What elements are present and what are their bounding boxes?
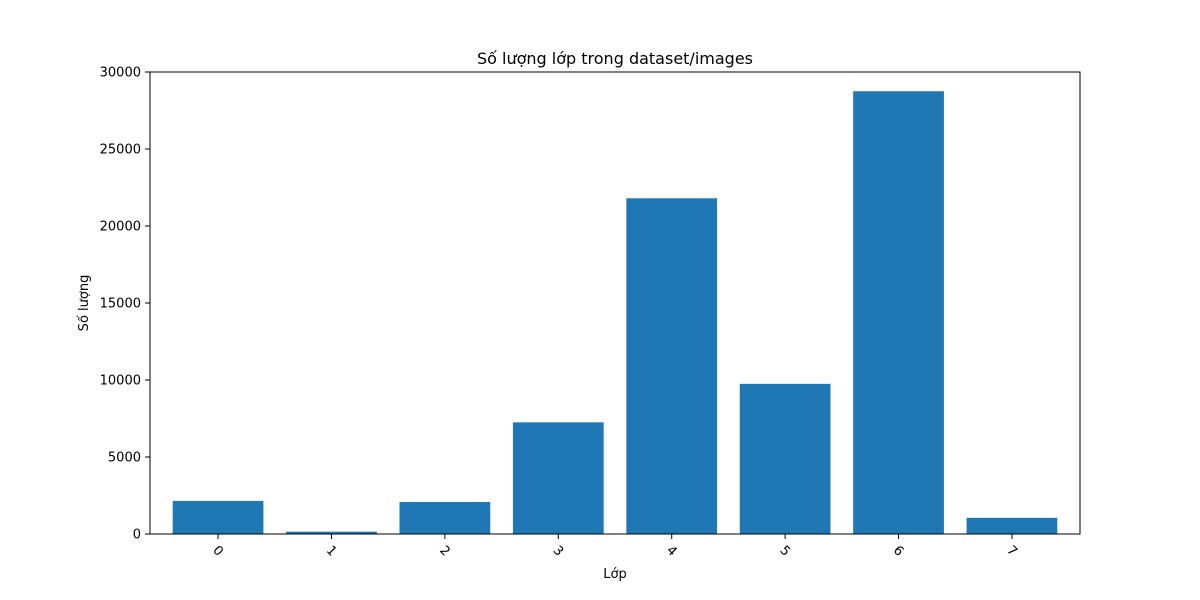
- x-tick-label: 4: [663, 543, 679, 559]
- x-tick-label: 0: [209, 543, 225, 559]
- bar-1: [286, 531, 377, 534]
- bar-6: [853, 91, 944, 534]
- y-tick-label: 25000: [100, 143, 141, 158]
- bar-4: [626, 198, 718, 534]
- bar-7: [966, 517, 1058, 534]
- bar-5: [739, 383, 831, 534]
- y-tick-label: 0: [133, 528, 141, 543]
- y-axis: 0 5000 10000 15000 20000 25000 30000: [100, 66, 150, 543]
- bar-3: [512, 422, 604, 534]
- y-axis-label: Số lượng: [77, 275, 92, 332]
- bar-0: [172, 500, 264, 534]
- x-tick-label: 1: [323, 543, 339, 559]
- y-tick-label: 20000: [100, 220, 141, 235]
- x-tick-label: 5: [777, 543, 793, 559]
- x-tick-label: 7: [1003, 543, 1019, 559]
- x-axis-label: Lớp: [603, 567, 626, 582]
- y-tick-label: 5000: [108, 451, 141, 466]
- bar-2: [399, 501, 491, 534]
- bars-layer: [172, 91, 1058, 534]
- y-tick-label: 15000: [100, 297, 141, 312]
- y-tick-label: 30000: [100, 66, 141, 81]
- x-tick-label: 3: [550, 543, 566, 559]
- x-axis: 0 1 2 3 4 5 6 7: [209, 534, 1020, 560]
- x-tick-label: 2: [436, 543, 452, 559]
- x-tick-label: 6: [890, 543, 906, 559]
- y-tick-label: 10000: [100, 374, 141, 389]
- chart-title: Số lượng lớp trong dataset/images: [477, 49, 753, 68]
